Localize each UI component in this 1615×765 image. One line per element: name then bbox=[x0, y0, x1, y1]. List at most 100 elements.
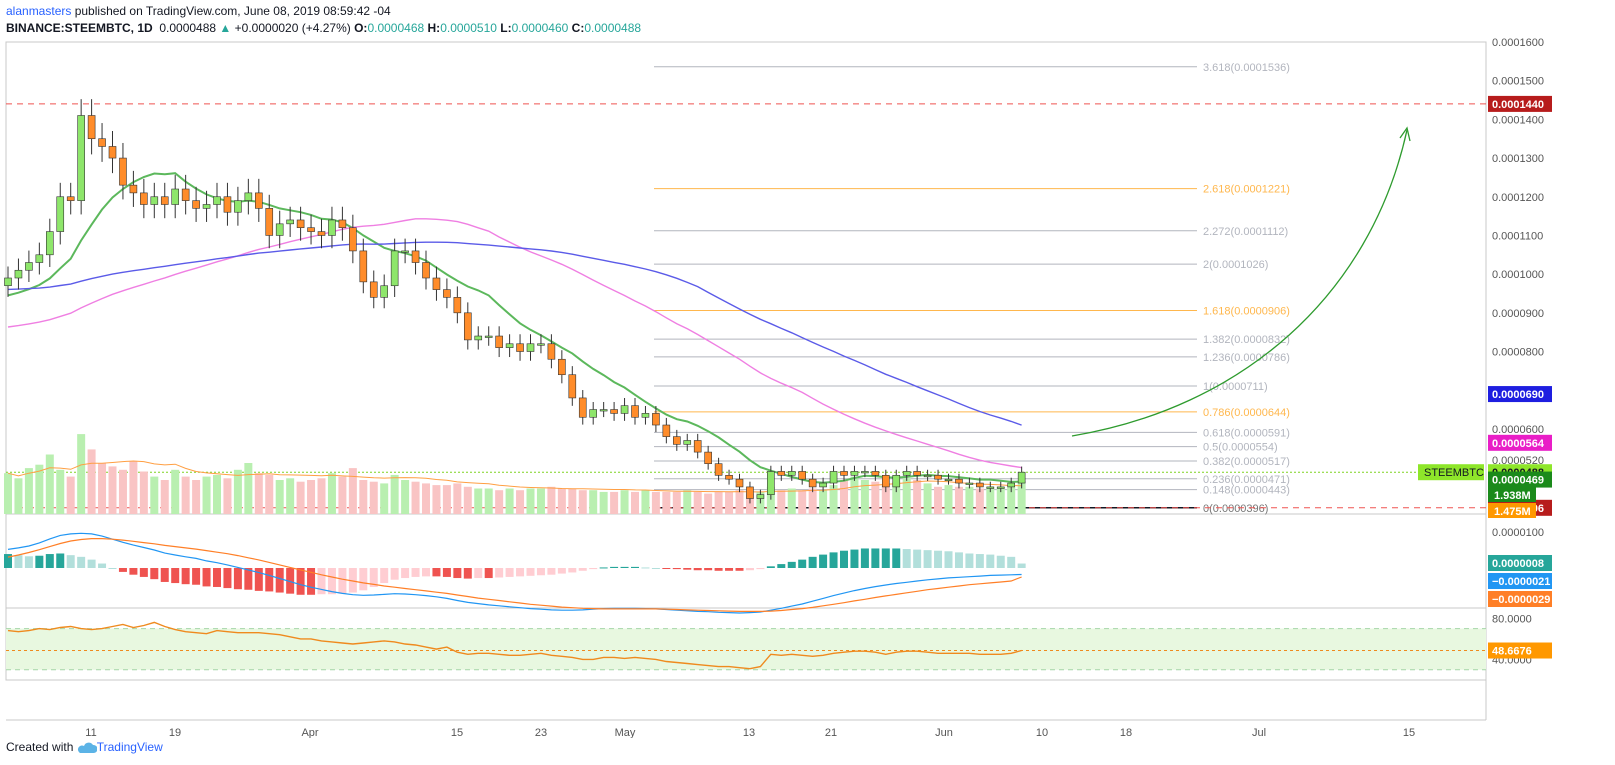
volume-bar bbox=[1007, 485, 1016, 514]
macd-histogram-bar bbox=[45, 554, 54, 568]
macd-histogram-bar bbox=[411, 568, 420, 577]
time-tick-label: 10 bbox=[1036, 727, 1048, 738]
macd-histogram-bar bbox=[327, 568, 336, 595]
fib-level-label: 0.148(0.0000443) bbox=[1203, 485, 1290, 497]
macd-histogram-bar bbox=[1017, 563, 1026, 568]
macd-histogram-bar bbox=[401, 568, 410, 579]
volume-bar bbox=[45, 454, 54, 514]
volume-bar bbox=[35, 464, 44, 514]
candle-body bbox=[244, 192, 253, 201]
candle-body bbox=[390, 250, 399, 287]
macd-histogram-bar bbox=[338, 568, 347, 594]
candle-body bbox=[944, 478, 953, 481]
volume-bar bbox=[745, 493, 754, 514]
candle-body bbox=[192, 200, 200, 209]
volume-bar bbox=[829, 485, 838, 514]
volume-bar bbox=[296, 481, 305, 514]
price-tick-label: 0.0000600 bbox=[1492, 424, 1544, 436]
candle-body bbox=[777, 471, 786, 476]
volume-bar bbox=[192, 480, 201, 514]
macd-histogram-bar bbox=[24, 556, 33, 568]
candle-body bbox=[202, 204, 211, 209]
fib-level-label: 3.618(0.0001536) bbox=[1203, 62, 1290, 74]
macd-histogram-bar bbox=[286, 568, 295, 594]
author-link[interactable]: alanmasters bbox=[6, 4, 72, 18]
volume-bar bbox=[181, 476, 190, 514]
candle-body bbox=[338, 219, 347, 229]
last-price: 0.0000488 bbox=[159, 21, 217, 35]
price-badge: 0.0000690 bbox=[1492, 389, 1544, 401]
volume-bar bbox=[202, 476, 211, 514]
volume-bar bbox=[547, 486, 556, 514]
macd-histogram-bar bbox=[66, 555, 75, 568]
candle-body bbox=[714, 463, 723, 476]
time-tick-label: 19 bbox=[169, 727, 181, 738]
macd-histogram-bar bbox=[913, 549, 922, 568]
level-price-badge: 0.0001440 bbox=[1492, 99, 1544, 111]
time-tick-label: 23 bbox=[535, 727, 547, 738]
price-tick-label: 0.0001100 bbox=[1492, 230, 1543, 242]
macd-histogram-bar bbox=[390, 568, 399, 580]
macd-histogram-bar bbox=[244, 568, 253, 590]
volume-bar bbox=[871, 481, 880, 514]
volume-bar bbox=[474, 488, 483, 514]
symbol-interval: BINANCE:STEEMBTC, 1D bbox=[6, 21, 153, 35]
volume-bar bbox=[662, 491, 671, 514]
open-label: O: bbox=[354, 21, 368, 35]
close-label: C: bbox=[571, 21, 585, 35]
candle-body bbox=[704, 451, 712, 465]
macd-histogram-bar bbox=[453, 568, 462, 579]
candle-body bbox=[484, 335, 493, 338]
candle-body bbox=[150, 196, 159, 205]
time-tick-label: 15 bbox=[1403, 727, 1415, 738]
volume-bar bbox=[672, 491, 681, 514]
volume-bar bbox=[850, 476, 859, 514]
candle-body bbox=[1007, 482, 1016, 488]
fib-level-label: 2.272(0.0001112) bbox=[1203, 226, 1288, 238]
candle-body bbox=[526, 343, 535, 352]
macd-histogram-bar bbox=[871, 548, 880, 568]
candle-body bbox=[735, 478, 744, 488]
volume-bar bbox=[965, 486, 974, 514]
candle-body bbox=[683, 440, 692, 445]
volume-bar bbox=[98, 463, 107, 514]
fib-level-label: 0.382(0.0000517) bbox=[1203, 456, 1290, 468]
volume-bar bbox=[777, 490, 786, 514]
volume-bar bbox=[223, 478, 232, 514]
volume-bar bbox=[390, 474, 399, 514]
fib-level-label: 0.236(0.0000471) bbox=[1203, 474, 1290, 486]
candle-body bbox=[923, 475, 932, 478]
time-tick-label: Jul bbox=[1252, 727, 1266, 738]
high-label: H: bbox=[427, 21, 441, 35]
macd-histogram-bar bbox=[307, 568, 316, 595]
macd-histogram-bar bbox=[118, 568, 127, 572]
candle-body bbox=[871, 471, 880, 476]
candle-body bbox=[45, 231, 54, 256]
volume-bar bbox=[422, 483, 430, 514]
volume-bar bbox=[913, 480, 922, 514]
macd-histogram-bar bbox=[787, 561, 796, 568]
rsi-badge: 48.6676 bbox=[1492, 646, 1532, 658]
symbol-badge-bg bbox=[1418, 464, 1484, 481]
macd-histogram-bar bbox=[610, 566, 619, 568]
fib-level-label: 1.236(0.0000786) bbox=[1203, 352, 1290, 364]
volume-bar bbox=[160, 480, 169, 514]
volume-bar bbox=[338, 476, 347, 514]
volume-bar bbox=[620, 490, 629, 514]
macd-histogram-bar bbox=[14, 555, 23, 568]
macd-histogram-bar bbox=[756, 568, 765, 570]
macd-histogram-bar bbox=[840, 550, 848, 568]
low-value: 0.0000460 bbox=[511, 21, 569, 35]
candle-body bbox=[422, 262, 430, 279]
tradingview-chart[interactable]: 3.618(0.0001536) 2.618(0.0001221) 2.272(0.… bbox=[0, 38, 1615, 738]
macd-histogram-bar bbox=[4, 554, 12, 568]
macd-badge: −0.0000021 bbox=[1492, 576, 1550, 588]
volume-bar bbox=[1017, 481, 1026, 514]
macd-histogram-bar bbox=[641, 567, 650, 569]
volume-bar bbox=[359, 480, 368, 514]
macd-histogram-bar bbox=[662, 568, 671, 569]
tradingview-brand[interactable]: TradingView bbox=[96, 740, 163, 754]
volume-bar bbox=[275, 480, 284, 514]
volume-bar bbox=[66, 476, 75, 514]
time-tick-label: 18 bbox=[1120, 727, 1132, 738]
